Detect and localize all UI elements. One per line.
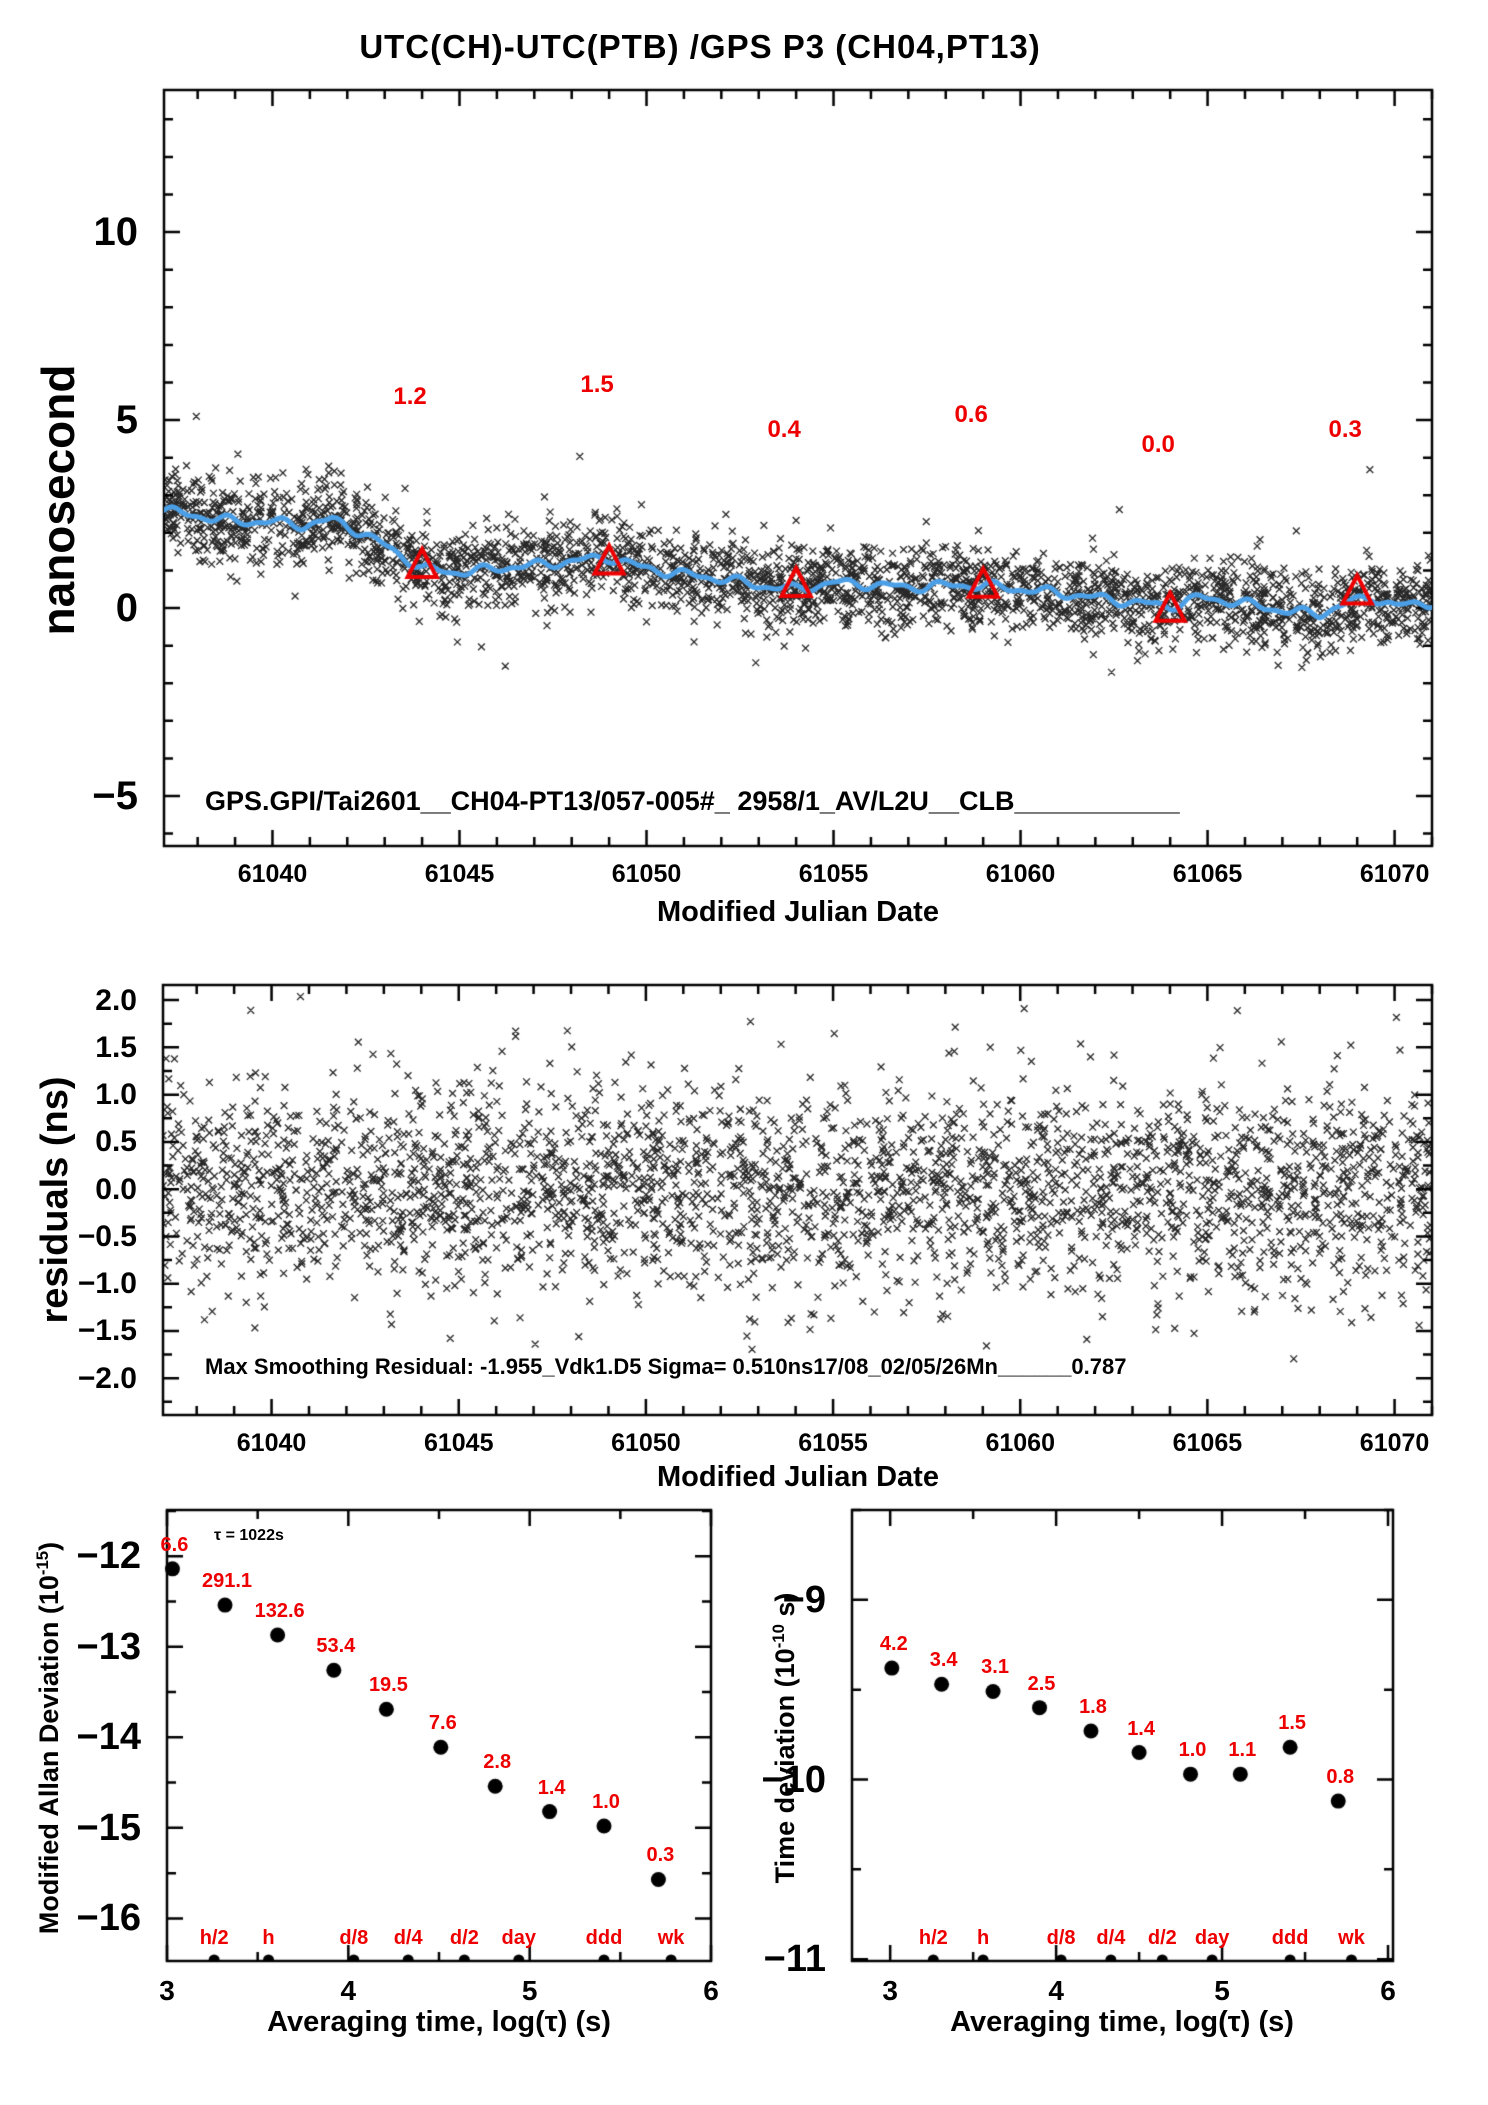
triangle-value-label: 0.4 xyxy=(767,416,801,444)
y-tick-label: −5 xyxy=(92,774,138,818)
tdev-point-label: 1.0 xyxy=(1178,1739,1207,1762)
tdev-point-label: 1.5 xyxy=(1278,1712,1307,1735)
x-tick-label: 5 xyxy=(521,1975,538,2006)
y-tick-label: −10 xyxy=(761,1758,826,1801)
x-tick-label: 61045 xyxy=(423,1429,494,1457)
x-tick-label: 6 xyxy=(1380,1975,1396,2006)
mdev-point-label: 2.8 xyxy=(483,1751,512,1774)
x-tick-label: 61045 xyxy=(424,860,495,888)
x-tick-label: 3 xyxy=(882,1975,898,2006)
tau-mark-label: d/4 xyxy=(1096,1927,1126,1949)
x-tick-label: 61060 xyxy=(985,860,1056,888)
tau-mark-label: day xyxy=(501,1927,537,1949)
top-panel-annotation: GPS.GPI/Tai2601__CH04-PT13/057-005#_ 295… xyxy=(205,786,1180,816)
tdev-point-label: 0.8 xyxy=(1326,1766,1355,1789)
y-tick-label: −15 xyxy=(76,1806,141,1849)
mdev-point-label: 19.5 xyxy=(368,1674,408,1697)
x-tick-label: 6 xyxy=(703,1975,719,2006)
y-tick-label: −1.0 xyxy=(77,1267,137,1301)
mdev-point-label: 1.4 xyxy=(537,1776,566,1799)
tau-mark-label: h xyxy=(976,1927,990,1949)
x-tick-label: 3 xyxy=(159,1975,175,2006)
x-tick-label: 4 xyxy=(340,1975,357,2006)
y-tick-label: −12 xyxy=(76,1535,141,1578)
y-tick-label: −14 xyxy=(76,1716,141,1759)
x-tick-label: 5 xyxy=(1214,1975,1230,2006)
triangle-value-label: 0.0 xyxy=(1141,431,1175,459)
top-y-axis-label: nanosecond xyxy=(32,364,84,636)
y-tick-label: 1.0 xyxy=(95,1078,137,1112)
x-tick-label: 61070 xyxy=(1359,1429,1430,1457)
mdev-point-label: 132.6 xyxy=(254,1599,305,1622)
triangle-value-label: 0.6 xyxy=(954,401,988,429)
mdev-point-label: 0.3 xyxy=(646,1844,675,1867)
y-tick-label: 10 xyxy=(93,210,139,255)
residuals-x-axis-label: Modified Julian Date xyxy=(657,1461,939,1493)
tdev-point-label: 4.2 xyxy=(879,1633,908,1656)
residuals-annotation: Max Smoothing Residual: -1.955_Vdk1.D5 S… xyxy=(205,1354,1127,1379)
mdev-x-axis-label: Averaging time, log(τ) (s) xyxy=(267,2006,611,2038)
x-tick-label: 4 xyxy=(1048,1975,1064,2006)
x-tick-label: 61070 xyxy=(1359,860,1430,888)
y-tick-label: 5 xyxy=(115,398,138,443)
y-tick-label: −2.0 xyxy=(77,1361,137,1395)
tau-mark-label: wk xyxy=(657,1927,685,1949)
y-tick-label: −13 xyxy=(76,1625,141,1668)
mdev-point-label: 6.6 xyxy=(160,1533,189,1556)
triangle-value-label: 0.3 xyxy=(1328,416,1362,444)
x-tick-label: 61040 xyxy=(236,1429,307,1457)
tau-mark-label: day xyxy=(1194,1927,1230,1949)
x-tick-label: 61050 xyxy=(611,1429,681,1457)
y-tick-label: 1.5 xyxy=(95,1030,137,1064)
triangle-value-label: 1.5 xyxy=(580,371,614,399)
top-x-axis-label: Modified Julian Date xyxy=(657,896,939,928)
tdev-point-label: 3.1 xyxy=(981,1656,1009,1679)
x-tick-label: 61050 xyxy=(611,860,682,888)
tau-mark-label: ddd xyxy=(1271,1927,1309,1949)
tdev-point-label: 2.5 xyxy=(1027,1672,1056,1695)
tau-mark-label: h xyxy=(262,1927,275,1949)
y-tick-label: −9 xyxy=(782,1578,826,1621)
tau-mark-label: wk xyxy=(1338,1927,1365,1949)
x-tick-label: 61055 xyxy=(798,860,869,888)
tau-mark-label: h/2 xyxy=(199,1927,229,1949)
y-tick-label: 0 xyxy=(115,586,138,631)
y-tick-label: 2.0 xyxy=(95,983,137,1017)
y-tick-label: 0.5 xyxy=(95,1125,137,1159)
tdev-point-label: 1.8 xyxy=(1079,1696,1107,1718)
y-tick-label: −1.5 xyxy=(77,1314,137,1348)
tau-mark-label: h/2 xyxy=(918,1927,948,1949)
triangle-value-label: 1.2 xyxy=(393,382,427,410)
tau-note: τ = 1022s xyxy=(214,1527,284,1544)
y-tick-label: −16 xyxy=(76,1897,141,1940)
tdev-x-axis-label: Averaging time, log(τ) (s) xyxy=(950,2006,1294,2038)
tau-mark-label: d/8 xyxy=(1046,1927,1076,1949)
tau-mark-label: d/8 xyxy=(339,1927,369,1949)
y-tick-label: −0.5 xyxy=(77,1219,137,1253)
x-tick-label: 61040 xyxy=(237,860,308,888)
chart-title: UTC(CH)-UTC(PTB) /GPS P3 (CH04,PT13) xyxy=(359,28,1041,65)
mdev-point-label: 291.1 xyxy=(201,1570,253,1593)
tdev-point-label: 3.4 xyxy=(929,1649,958,1672)
mdev-point-label: 1.0 xyxy=(592,1791,620,1814)
y-tick-label: −11 xyxy=(763,1938,826,1981)
tau-mark-label: d/2 xyxy=(1147,1927,1177,1949)
tdev-point-label: 1.1 xyxy=(1228,1739,1257,1762)
x-tick-label: 61065 xyxy=(1172,1429,1243,1457)
tau-mark-label: ddd xyxy=(585,1927,623,1949)
tau-mark-label: d/2 xyxy=(449,1927,479,1949)
y-tick-label: 0.0 xyxy=(95,1172,137,1206)
mdev-point-label: 53.4 xyxy=(316,1635,356,1658)
tau-mark-label: d/4 xyxy=(393,1927,423,1949)
mdev-point-label: 7.6 xyxy=(428,1712,457,1735)
x-tick-label: 61060 xyxy=(985,1429,1055,1457)
x-tick-label: 61065 xyxy=(1172,860,1243,888)
x-tick-label: 61055 xyxy=(798,1429,868,1457)
tdev-point-label: 1.4 xyxy=(1127,1717,1155,1740)
tdev-y-axis-label-exponent: -10 xyxy=(769,1624,788,1649)
